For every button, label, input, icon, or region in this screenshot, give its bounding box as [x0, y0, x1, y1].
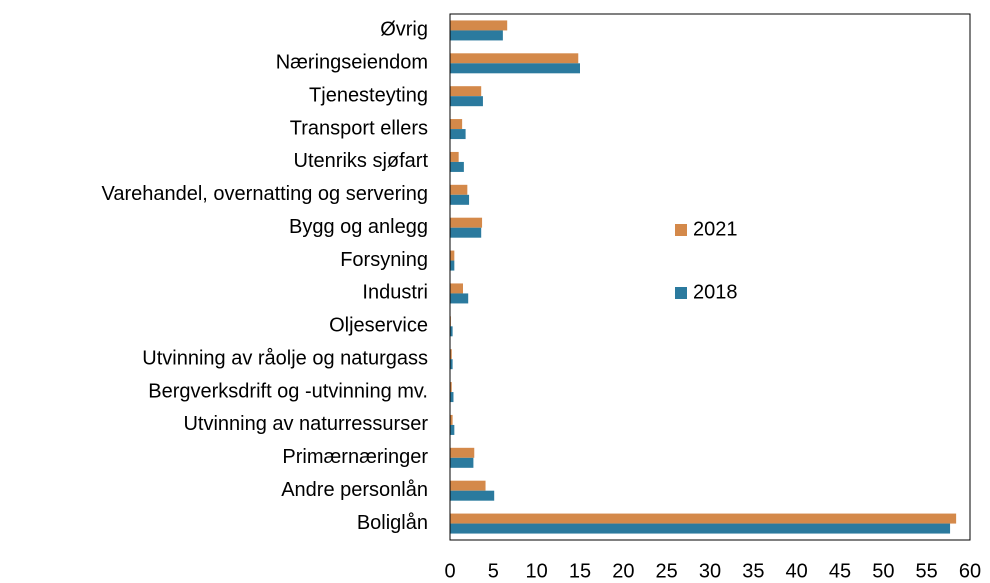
y-tick-label: Oljeservice — [329, 315, 428, 337]
y-tick-label: Industri — [362, 282, 428, 304]
y-tick-label: Utvinning av naturressurser — [183, 413, 428, 435]
bar — [450, 53, 579, 64]
bar — [450, 480, 486, 491]
y-tick-label: Tjenesteyting — [309, 84, 428, 106]
bar — [450, 161, 464, 172]
x-tick-label: 30 — [699, 560, 721, 582]
y-tick-label: Primærnæringer — [282, 446, 428, 468]
x-tick-label: 5 — [488, 560, 499, 582]
x-tick-label: 55 — [916, 560, 938, 582]
x-tick-label: 60 — [959, 560, 981, 582]
bar — [450, 523, 951, 534]
bar — [450, 359, 453, 370]
legend-swatch — [675, 224, 687, 236]
bar — [450, 414, 453, 425]
bar — [450, 30, 503, 41]
y-tick-label: Boliglån — [357, 512, 428, 534]
x-tick-label: 20 — [612, 560, 634, 582]
bar — [450, 119, 463, 130]
bar — [450, 513, 957, 524]
bar — [450, 490, 495, 501]
bar — [450, 129, 466, 140]
bar — [450, 447, 475, 458]
x-tick-label: 45 — [829, 560, 851, 582]
x-tick-label: 15 — [569, 560, 591, 582]
bar — [450, 260, 455, 271]
y-tick-label: Øvrig — [380, 19, 428, 41]
x-tick-label: 35 — [742, 560, 764, 582]
bar — [450, 326, 453, 337]
y-tick-label: Utenriks sjøfart — [294, 150, 429, 172]
y-tick-label: Varehandel, overnatting og servering — [101, 183, 428, 205]
bar — [450, 283, 463, 294]
x-tick-label: 0 — [444, 560, 455, 582]
y-tick-label: Næringseiendom — [276, 52, 428, 74]
bar — [450, 457, 474, 468]
x-tick-label: 40 — [786, 560, 808, 582]
legend-label: 2018 — [693, 281, 738, 303]
bar — [450, 151, 459, 162]
legend-swatch — [675, 287, 687, 299]
bar — [450, 250, 455, 261]
y-tick-label: Bygg og anlegg — [289, 216, 428, 238]
y-tick-label: Transport ellers — [290, 117, 428, 139]
y-tick-label: Utvinning av råolje og naturgass — [142, 347, 428, 369]
y-tick-label: Andre personlån — [281, 479, 428, 501]
bar — [450, 382, 452, 393]
bar — [450, 424, 455, 435]
x-tick-label: 25 — [656, 560, 678, 582]
bar — [450, 184, 468, 195]
bar — [450, 63, 580, 74]
bar — [450, 392, 454, 403]
bar — [450, 96, 483, 107]
bar — [450, 86, 482, 97]
y-tick-label: Bergverksdrift og -utvinning mv. — [148, 380, 428, 402]
bar — [450, 217, 483, 228]
bar — [450, 227, 482, 238]
bar — [450, 349, 452, 360]
legend-label: 2021 — [693, 218, 738, 240]
bar — [450, 20, 508, 31]
x-tick-label: 50 — [872, 560, 894, 582]
y-tick-label: Forsyning — [340, 249, 428, 271]
bar — [450, 293, 469, 304]
plot-frame — [449, 13, 971, 541]
x-tick-label: 10 — [526, 560, 548, 582]
bar — [450, 194, 470, 205]
